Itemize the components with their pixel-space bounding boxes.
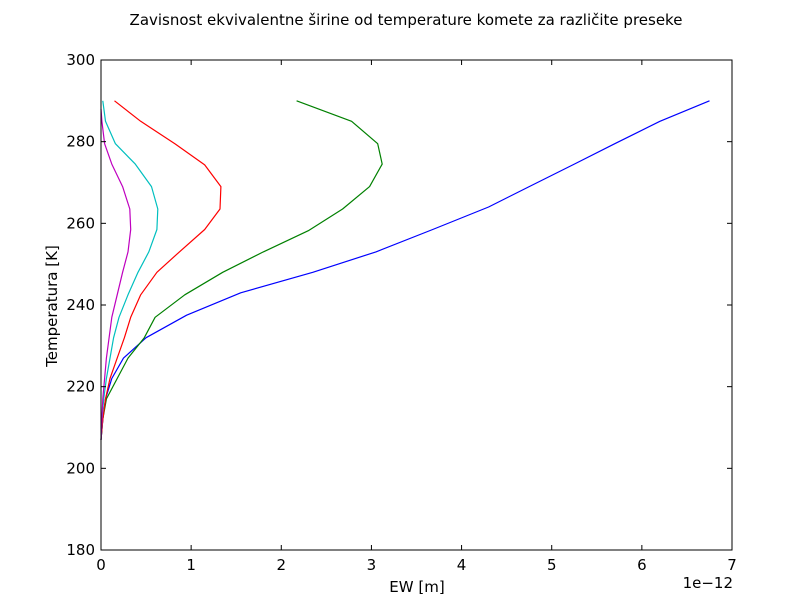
series-line-5 [100,108,132,440]
series-layer [100,100,710,440]
x-tick-label: 4 [457,556,467,574]
x-tick-label: 5 [547,556,557,574]
y-tick-label: 260 [66,214,95,232]
y-tick-label: 220 [66,378,95,396]
y-axis-label: Temperatura [K] [43,245,61,368]
series-line-4 [100,100,159,440]
x-axis-label: EW [m] [389,578,444,596]
x-tick-label: 2 [277,556,287,574]
chart-title: Zavisnost ekvivalentne širine od tempera… [130,11,683,29]
series-line-1 [100,100,710,440]
y-tick-label: 180 [66,541,95,559]
x-tick-label: 1 [186,556,196,574]
y-tick-label: 240 [66,296,95,314]
x-tick-label: 3 [367,556,377,574]
x-tick-label: 0 [96,556,106,574]
series-line-2 [100,100,383,440]
x-tick-label: 6 [637,556,647,574]
y-tick-label: 300 [66,51,95,69]
y-tick-label: 280 [66,133,95,151]
x-tick-label: 7 [727,556,737,574]
tick-layer: 0 1 2 3 4 5 6 7 180 200 220 240 260 280 300 [66,51,736,574]
x-offset-label: 1e−12 [683,574,733,592]
y-tick-label: 200 [66,459,95,477]
series-line-3 [100,100,222,440]
